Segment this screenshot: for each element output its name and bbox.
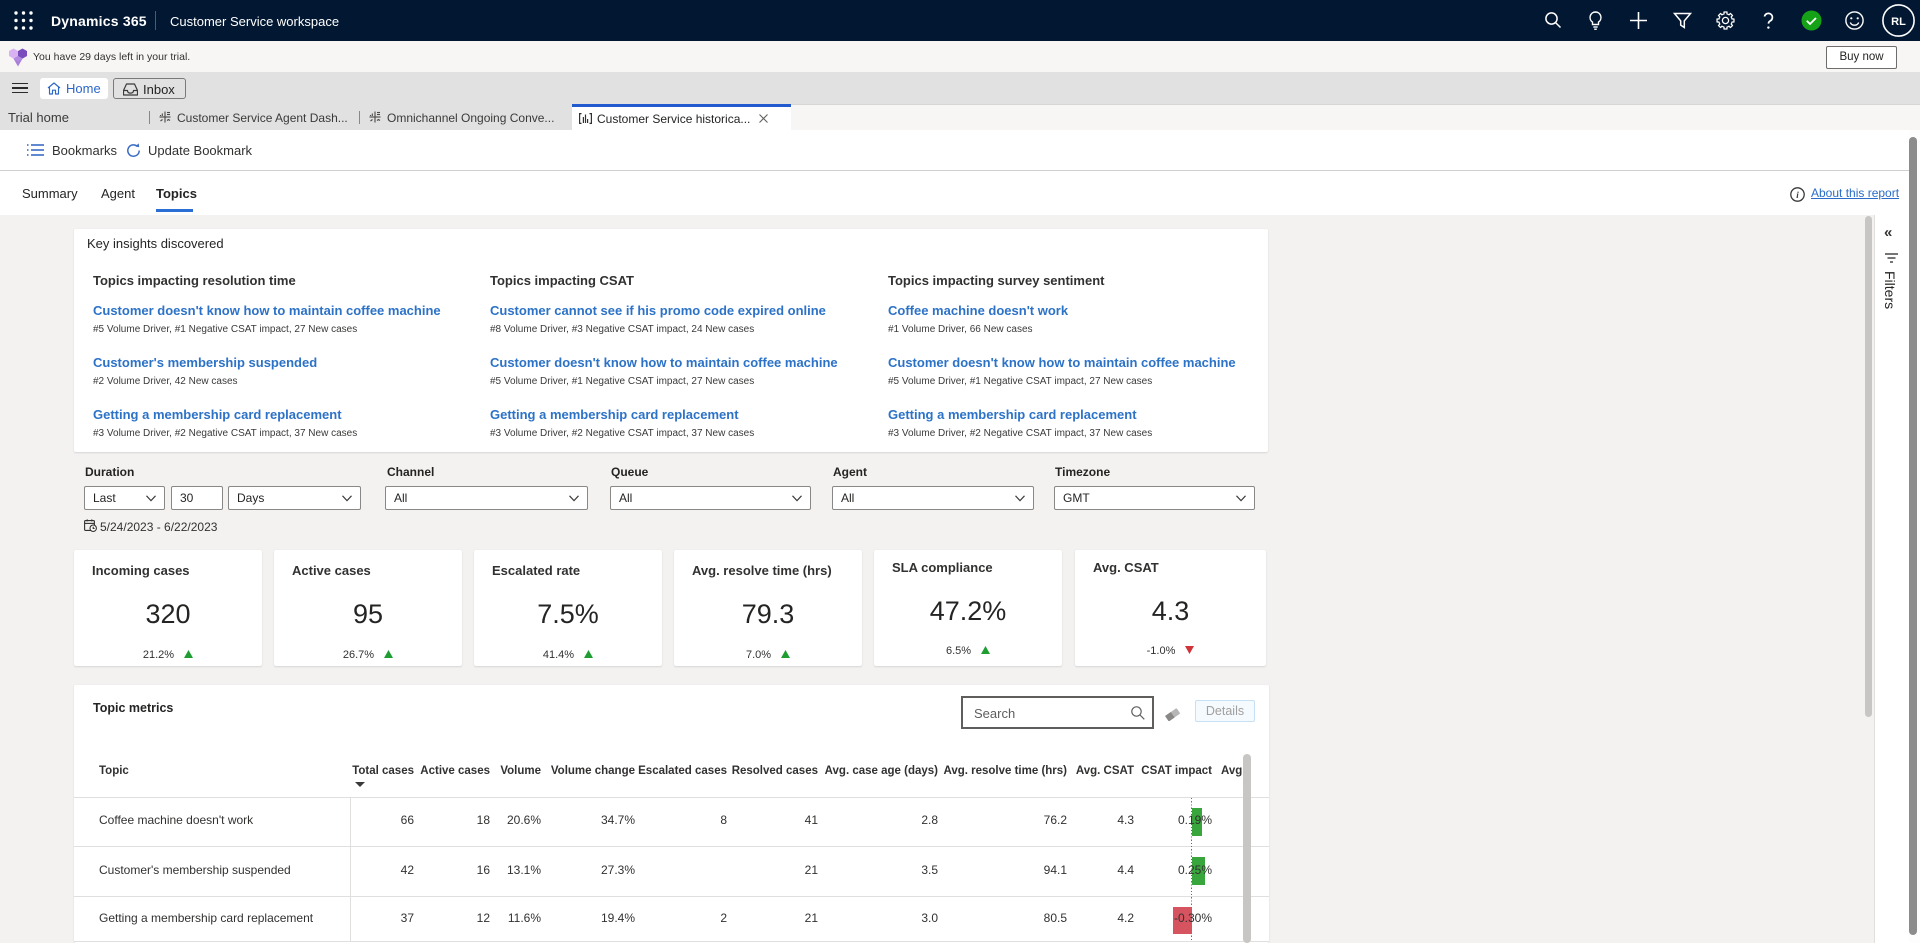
svg-text:i: i bbox=[1796, 190, 1799, 200]
svg-text:RL: RL bbox=[1891, 16, 1906, 28]
